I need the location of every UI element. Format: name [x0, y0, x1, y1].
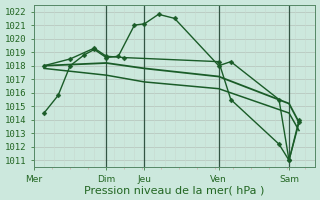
X-axis label: Pression niveau de la mer( hPa ): Pression niveau de la mer( hPa )	[84, 185, 265, 195]
